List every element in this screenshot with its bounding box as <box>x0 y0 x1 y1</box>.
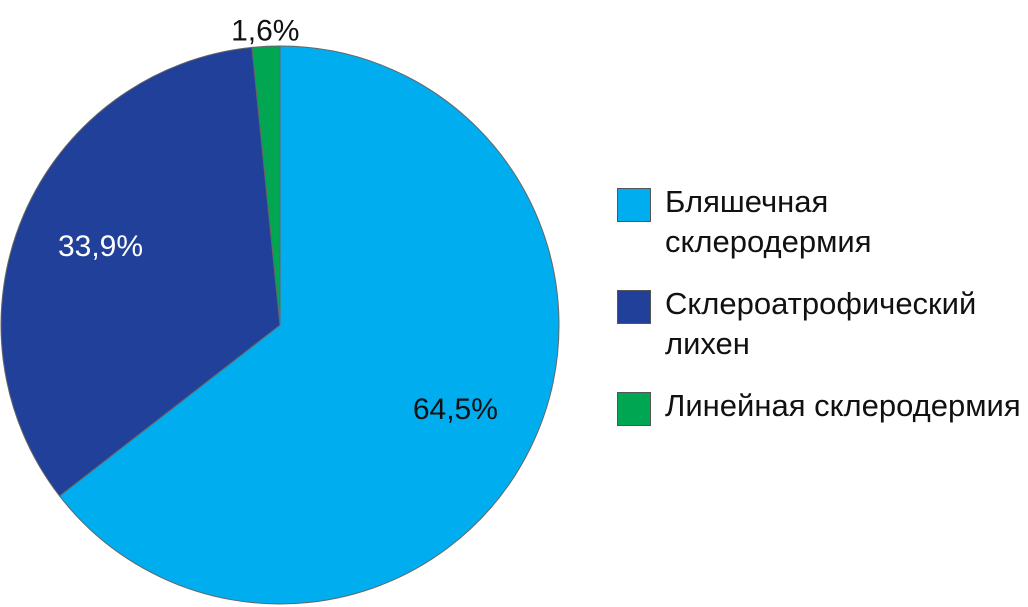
data-label: 64,5% <box>413 393 498 426</box>
legend-swatch <box>617 290 651 324</box>
legend-item: Линейная склеродермия <box>617 386 1028 426</box>
legend-label: Склероатрофический лихен <box>665 286 977 361</box>
legend-item: Бляшечная склеродермия <box>617 182 1028 262</box>
legend-item: Склероатрофический лихен <box>617 284 1028 364</box>
pie-slice <box>0 46 281 497</box>
legend-label: Линейная склеродермия <box>665 388 1021 423</box>
legend-swatch <box>617 188 651 222</box>
legend-swatch <box>617 392 651 426</box>
pie-slice <box>58 45 560 605</box>
legend: Бляшечная склеродермия Склероатрофический… <box>617 182 1028 448</box>
data-label: 1,6% <box>231 14 299 47</box>
pie-slice <box>251 45 281 326</box>
legend-label: Бляшечная склеродермия <box>665 184 872 259</box>
chart: 64,5% 33,9% 1,6% <box>0 14 560 605</box>
data-label: 33,9% <box>58 230 143 263</box>
